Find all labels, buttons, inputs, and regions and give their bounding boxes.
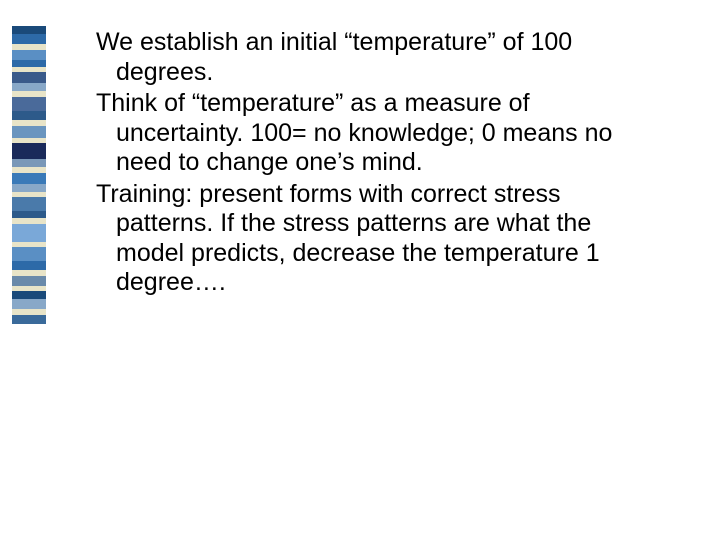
stripe-segment: [12, 261, 46, 270]
stripe-segment: [12, 97, 46, 111]
stripe-segment: [12, 173, 46, 184]
paragraph-3: Training: present forms with correct str…: [96, 180, 656, 298]
paragraph-2: Think of “temperature” as a measure of u…: [96, 89, 656, 178]
stripe-segment: [12, 159, 46, 167]
stripe-segment: [12, 299, 46, 309]
stripe-segment: [12, 60, 46, 67]
stripe-segment: [12, 126, 46, 138]
stripe-segment: [12, 34, 46, 44]
stripe-segment: [12, 276, 46, 286]
paragraph-1: We establish an initial “temperature” of…: [96, 28, 656, 87]
stripe-segment: [12, 184, 46, 192]
decorative-stripe-bar: [12, 26, 46, 324]
stripe-segment: [12, 111, 46, 120]
stripe-segment: [12, 315, 46, 324]
stripe-segment: [12, 143, 46, 159]
stripe-segment: [12, 72, 46, 83]
stripe-segment: [12, 197, 46, 211]
stripe-segment: [12, 50, 46, 60]
stripe-segment: [12, 211, 46, 218]
stripe-segment: [12, 224, 46, 242]
stripe-segment: [12, 247, 46, 261]
slide-content: We establish an initial “temperature” of…: [96, 28, 656, 300]
stripe-segment: [12, 26, 46, 34]
stripe-segment: [12, 291, 46, 299]
stripe-segment: [12, 83, 46, 91]
